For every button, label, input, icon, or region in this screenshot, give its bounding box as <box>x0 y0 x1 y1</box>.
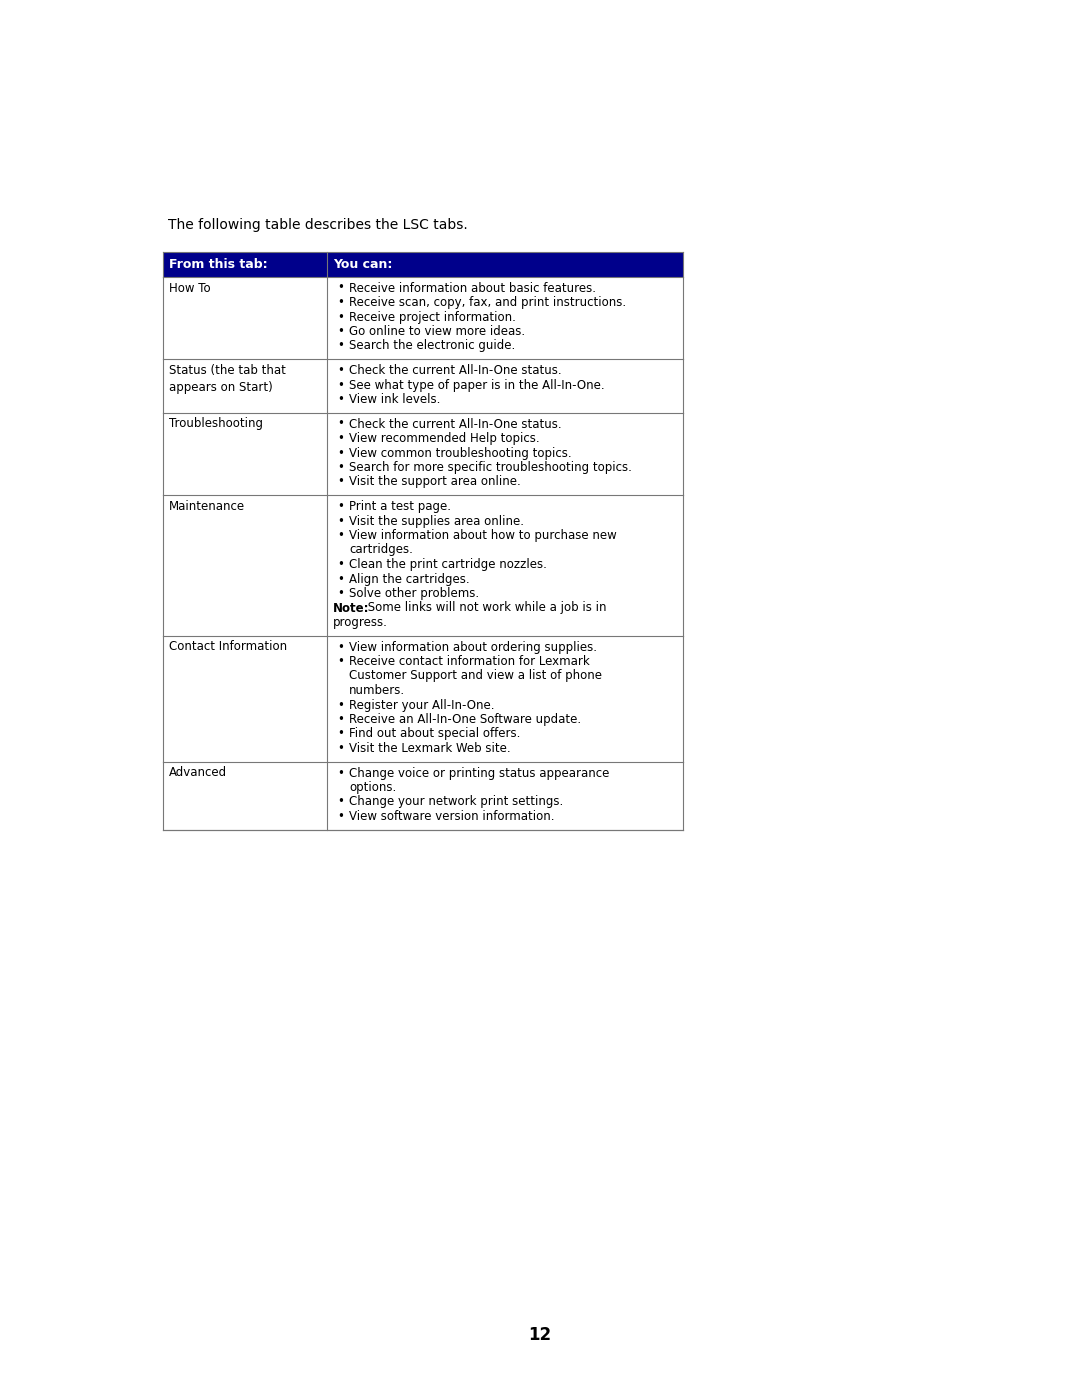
Text: •: • <box>337 529 343 542</box>
Text: •: • <box>337 587 343 599</box>
Text: •: • <box>337 326 343 338</box>
Text: Change voice or printing status appearance: Change voice or printing status appearan… <box>349 767 609 780</box>
Text: •: • <box>337 514 343 528</box>
Text: •: • <box>337 640 343 654</box>
Text: 12: 12 <box>528 1326 552 1344</box>
Text: Check the current All-In-One status.: Check the current All-In-One status. <box>349 365 562 377</box>
Text: progress.: progress. <box>333 616 388 629</box>
Bar <box>163 636 683 761</box>
Text: •: • <box>337 296 343 309</box>
Text: cartridges.: cartridges. <box>349 543 413 556</box>
Text: Contact Information: Contact Information <box>168 640 287 654</box>
Text: View common troubleshooting topics.: View common troubleshooting topics. <box>349 447 571 460</box>
Text: •: • <box>337 461 343 474</box>
Text: options.: options. <box>349 781 396 793</box>
Text: •: • <box>337 447 343 460</box>
Text: •: • <box>337 310 343 324</box>
Text: You can:: You can: <box>333 258 392 271</box>
Text: •: • <box>337 475 343 489</box>
Text: Receive project information.: Receive project information. <box>349 310 516 324</box>
Text: View recommended Help topics.: View recommended Help topics. <box>349 432 540 446</box>
Text: •: • <box>337 795 343 809</box>
Text: •: • <box>337 698 343 711</box>
Bar <box>163 412 683 495</box>
Text: Search for more specific troubleshooting topics.: Search for more specific troubleshooting… <box>349 461 632 474</box>
Text: •: • <box>337 282 343 295</box>
Text: Solve other problems.: Solve other problems. <box>349 587 480 599</box>
Text: •: • <box>337 767 343 780</box>
Text: Receive an All-In-One Software update.: Receive an All-In-One Software update. <box>349 712 581 726</box>
Text: Customer Support and view a list of phone: Customer Support and view a list of phon… <box>349 669 602 683</box>
Text: From this tab:: From this tab: <box>168 258 268 271</box>
Text: Clean the print cartridge nozzles.: Clean the print cartridge nozzles. <box>349 557 546 571</box>
Text: Align the cartridges.: Align the cartridges. <box>349 573 470 585</box>
Text: Check the current All-In-One status.: Check the current All-In-One status. <box>349 418 562 430</box>
Text: Search the electronic guide.: Search the electronic guide. <box>349 339 515 352</box>
Text: •: • <box>337 500 343 513</box>
Text: View information about how to purchase new: View information about how to purchase n… <box>349 529 617 542</box>
Text: •: • <box>337 557 343 571</box>
Text: Change your network print settings.: Change your network print settings. <box>349 795 564 809</box>
Text: How To: How To <box>168 282 211 295</box>
Text: View software version information.: View software version information. <box>349 810 554 823</box>
Text: •: • <box>337 712 343 726</box>
Text: View ink levels.: View ink levels. <box>349 393 441 407</box>
Text: •: • <box>337 573 343 585</box>
Bar <box>163 359 683 412</box>
Text: Troubleshooting: Troubleshooting <box>168 418 264 430</box>
Text: Receive information about basic features.: Receive information about basic features… <box>349 282 596 295</box>
Text: •: • <box>337 393 343 407</box>
Text: •: • <box>337 339 343 352</box>
Text: •: • <box>337 432 343 446</box>
Text: Note:: Note: <box>333 602 369 615</box>
Text: •: • <box>337 655 343 668</box>
Text: Receive scan, copy, fax, and print instructions.: Receive scan, copy, fax, and print instr… <box>349 296 626 309</box>
Text: numbers.: numbers. <box>349 685 405 697</box>
Text: Find out about special offers.: Find out about special offers. <box>349 728 521 740</box>
Text: •: • <box>337 728 343 740</box>
Bar <box>163 761 683 830</box>
Text: •: • <box>337 418 343 430</box>
Text: •: • <box>337 379 343 391</box>
Text: Advanced: Advanced <box>168 767 227 780</box>
Text: See what type of paper is in the All-In-One.: See what type of paper is in the All-In-… <box>349 379 605 391</box>
Text: •: • <box>337 365 343 377</box>
Text: •: • <box>337 742 343 754</box>
Text: Status (the tab that
appears on Start): Status (the tab that appears on Start) <box>168 365 286 394</box>
Bar <box>163 277 683 359</box>
Text: Visit the Lexmark Web site.: Visit the Lexmark Web site. <box>349 742 511 754</box>
Text: Visit the support area online.: Visit the support area online. <box>349 475 521 489</box>
Text: Register your All-In-One.: Register your All-In-One. <box>349 698 495 711</box>
Text: The following table describes the LSC tabs.: The following table describes the LSC ta… <box>168 218 468 232</box>
Text: Visit the supplies area online.: Visit the supplies area online. <box>349 514 524 528</box>
Text: Some links will not work while a job is in: Some links will not work while a job is … <box>364 602 607 615</box>
Text: View information about ordering supplies.: View information about ordering supplies… <box>349 640 597 654</box>
Text: •: • <box>337 810 343 823</box>
Text: Receive contact information for Lexmark: Receive contact information for Lexmark <box>349 655 590 668</box>
Bar <box>163 495 683 636</box>
Text: Maintenance: Maintenance <box>168 500 245 513</box>
Text: Go online to view more ideas.: Go online to view more ideas. <box>349 326 525 338</box>
Text: Print a test page.: Print a test page. <box>349 500 451 513</box>
Bar <box>163 251 683 277</box>
